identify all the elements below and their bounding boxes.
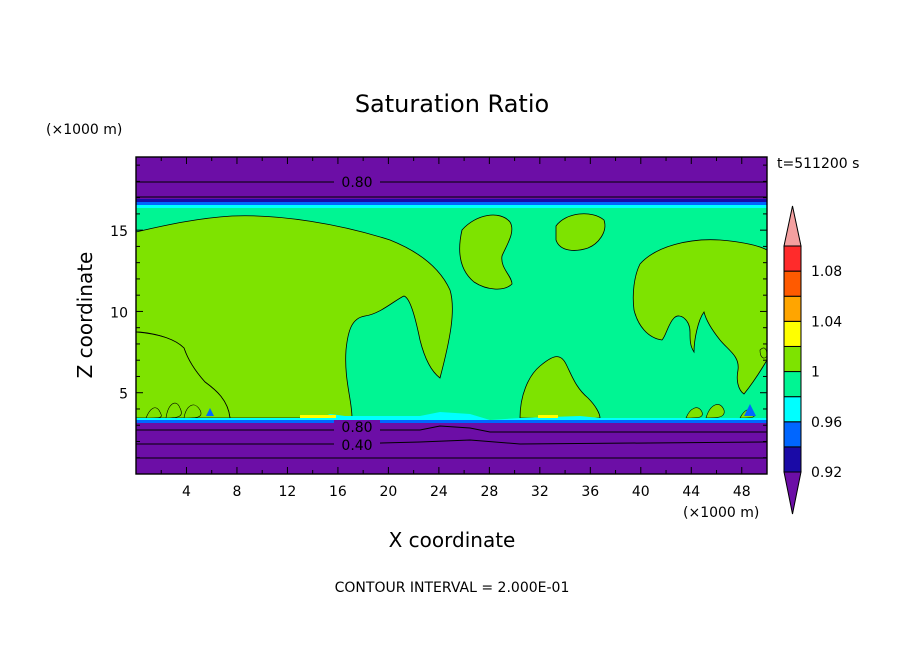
surface-blue-speck-2 [744,404,756,416]
x-tick-label-3: 16 [329,484,347,500]
time-label: t=511200 s [777,156,859,172]
colorbar-swatch-1 [783,421,802,448]
left-lower-region-1 [135,331,231,419]
contour-line-lower-2 [136,439,768,445]
mid-blob-region-2 [555,213,606,251]
lower-mid-region-1 [519,356,601,419]
colorbar-swatch-8 [783,245,802,272]
colorbar-swatch-6 [783,295,802,322]
plot-frame [135,156,768,475]
colorbar-swatch-3 [783,371,802,398]
y-tick-label-0: 5 [119,387,128,403]
x-tick-label-6: 28 [480,484,498,500]
x-tick-label-1: 8 [232,484,241,500]
contour-label-bg-3 [334,436,380,452]
surface-blue-speck-1 [206,408,214,416]
surface-cyan-band [136,412,767,422]
colorbar: 1.08 1.04 1 0.96 0.92 [783,205,842,515]
surface-blue-band [136,420,767,424]
colorbar-arrow-top [783,205,802,247]
contour-label-3: 0.40 [341,438,372,454]
x-tick-label-2: 12 [279,484,297,500]
colorbar-swatch-2 [783,396,802,423]
colorbar-arrow-bottom [783,471,802,515]
speckle-region-5 [705,404,725,419]
x-tick-label-8: 36 [581,484,599,500]
surface-yellow-patch-2 [538,415,558,418]
colorbar-label-0: 1.08 [811,264,842,280]
y-axis-ticks: 5 10 15 [110,164,767,459]
colorbar-swatch-5 [783,320,802,347]
x-tick-label-5: 24 [430,484,448,500]
x-tick-label-0: 4 [182,484,191,500]
x-axis-label: X coordinate [389,528,516,552]
y-tick-label-1: 10 [110,305,128,321]
x-tick-label-4: 20 [379,484,397,500]
contour-interval-footer: CONTOUR INTERVAL = 2.000E-01 [335,580,570,596]
chart-title: Saturation Ratio [355,90,549,118]
x-tick-label-9: 40 [632,484,650,500]
plot-area: 0.80 0.80 0.40 [135,156,768,475]
contour-label-2: 0.80 [341,420,372,436]
colorbar-swatch-7 [783,270,802,297]
upper-transition-band-2 [136,202,767,206]
colorbar-swatch-0 [783,446,802,473]
contour-label-bg-2 [334,420,380,436]
lower-dry-band [136,423,767,474]
y-unit-label: (×1000 m) [46,122,122,138]
upper-transition-band-1 [136,199,767,203]
x-unit-label: (×1000 m) [683,505,759,521]
mid-blob-region-1 [459,214,513,290]
colorbar-swatch-4 [783,345,802,373]
contour-label-bg-1 [334,173,380,191]
x-tick-label-7: 32 [531,484,549,500]
y-tick-label-2: 15 [110,224,128,240]
speckle-region-1 [145,407,162,419]
x-tick-label-10: 44 [682,484,700,500]
colorbar-label-1: 1.04 [811,314,842,330]
speckle-region-2 [165,402,182,419]
colorbar-label-4: 0.92 [811,465,842,481]
contour-label-1: 0.80 [341,175,372,191]
x-axis-ticks: 4 8 12 16 20 24 28 32 36 40 44 48 [160,157,751,500]
upper-transition-band-3 [136,205,767,208]
x-tick-label-11: 48 [733,484,751,500]
speckle-region-4 [685,407,703,419]
colorbar-label-3: 0.96 [811,415,842,431]
surface-yellow-patch-1 [300,415,336,418]
y-axis-label: Z coordinate [73,252,97,379]
upper-dry-band [136,157,767,201]
right-region-1 [632,239,768,395]
colorbar-label-2: 1 [811,365,820,381]
speckle-region-3 [183,404,202,419]
